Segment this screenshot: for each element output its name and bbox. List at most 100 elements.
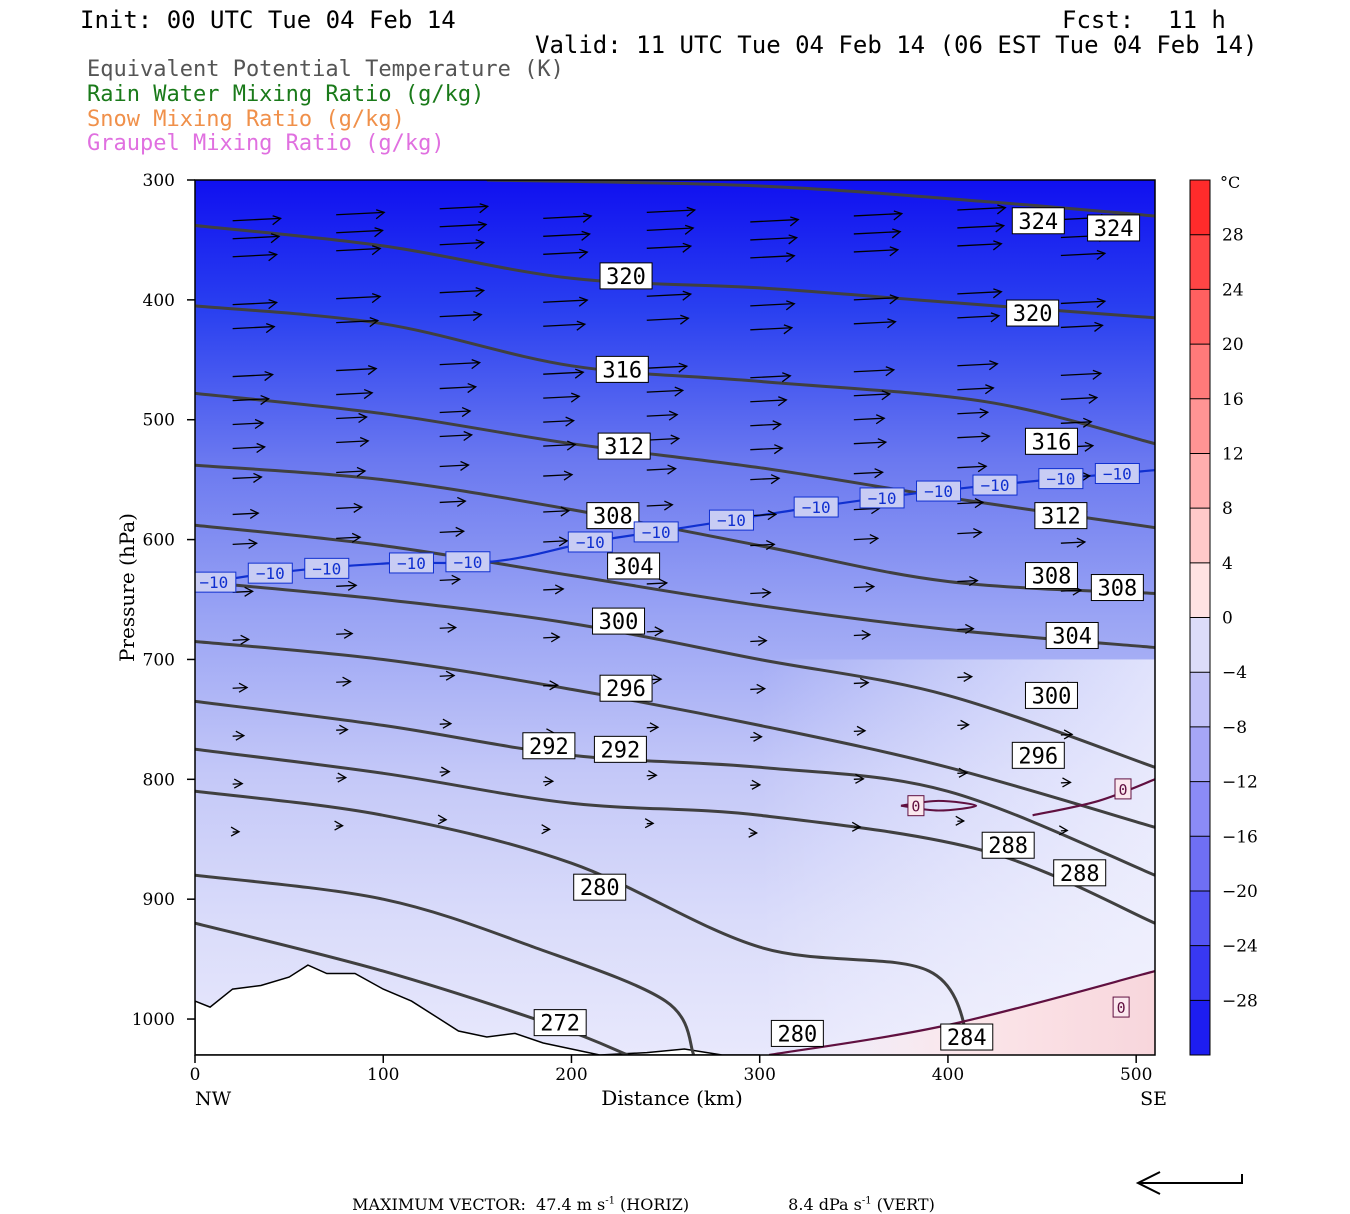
x-tick-label: 300 xyxy=(743,1065,775,1085)
colorbar-tick-label: 0 xyxy=(1222,609,1233,629)
max-vector-arrow xyxy=(1138,1172,1242,1194)
svg-text:272: 272 xyxy=(540,1012,580,1037)
contour-label-308: 308 xyxy=(587,503,639,530)
colorbar-tick-label: −8 xyxy=(1222,718,1247,738)
contour-label-300: 300 xyxy=(593,608,645,635)
y-tick-label: 300 xyxy=(143,171,175,191)
svg-text:312: 312 xyxy=(1041,505,1081,530)
svg-text:−10: −10 xyxy=(981,476,1010,495)
svg-text:−10: −10 xyxy=(576,533,605,552)
contour-label-280: 280 xyxy=(771,1020,823,1047)
svg-text:−10: −10 xyxy=(1103,464,1132,483)
svg-text:316: 316 xyxy=(602,358,642,383)
contour-label-316: 316 xyxy=(1025,428,1077,455)
svg-text:−10: −10 xyxy=(397,554,426,573)
colorbar-tick-label: 12 xyxy=(1222,444,1244,464)
svg-text:292: 292 xyxy=(601,738,641,763)
x-axis-label: Distance (km) xyxy=(601,1086,743,1110)
contour-label-316: 316 xyxy=(596,356,648,383)
colorbar-swatch xyxy=(1190,727,1210,782)
svg-text:300: 300 xyxy=(1032,684,1072,709)
y-axis-label: Pressure (hPa) xyxy=(115,513,139,662)
contour-label-320: 320 xyxy=(600,263,652,290)
colorbar-swatch xyxy=(1190,563,1210,618)
svg-text:296: 296 xyxy=(606,677,646,702)
colorbar-tick-label: 8 xyxy=(1222,499,1233,519)
x-tick-label: 400 xyxy=(932,1065,964,1085)
isotherm-label: −10 xyxy=(248,563,292,583)
isotherm-label: −10 xyxy=(860,488,904,508)
isotherm-label-zero: 0 xyxy=(908,796,924,816)
colorbar-swatch xyxy=(1190,344,1210,399)
y-tick-label: 700 xyxy=(143,650,175,670)
isotherm-label: −10 xyxy=(1095,463,1139,483)
colorbar-tick-label: −4 xyxy=(1222,663,1247,683)
svg-text:280: 280 xyxy=(777,1022,817,1047)
colorbar-swatch xyxy=(1190,1000,1210,1055)
x-tick-label: 100 xyxy=(367,1065,399,1085)
svg-text:324: 324 xyxy=(1018,210,1058,235)
colorbar-tick-label: −24 xyxy=(1222,937,1258,957)
colorbar-tick-label: −28 xyxy=(1222,991,1258,1011)
x-tick-label: 200 xyxy=(555,1065,587,1085)
svg-text:320: 320 xyxy=(1013,302,1053,327)
colorbar-tick-label: 16 xyxy=(1222,390,1244,410)
colorbar-swatch xyxy=(1190,946,1210,1001)
x-tick-label: 500 xyxy=(1120,1065,1152,1085)
contour-label-312: 312 xyxy=(598,433,650,460)
colorbar-swatch xyxy=(1190,180,1210,235)
contour-label-292: 292 xyxy=(594,736,646,763)
colorbar-tick-label: −16 xyxy=(1222,827,1258,847)
contour-label-320: 320 xyxy=(1007,300,1059,327)
isotherm-label: −10 xyxy=(305,558,349,578)
y-tick-label: 900 xyxy=(143,890,175,910)
svg-text:304: 304 xyxy=(1052,624,1092,649)
svg-text:316: 316 xyxy=(1032,430,1072,455)
contour-label-304: 304 xyxy=(1046,622,1098,649)
colorbar-swatch xyxy=(1190,508,1210,563)
svg-text:−10: −10 xyxy=(642,523,671,542)
colorbar-swatch xyxy=(1190,289,1210,344)
contour-label-292: 292 xyxy=(523,733,575,760)
colorbar-tick-label: −12 xyxy=(1222,773,1258,793)
svg-text:−10: −10 xyxy=(802,498,831,517)
svg-text:288: 288 xyxy=(988,834,1028,859)
svg-text:312: 312 xyxy=(604,435,644,460)
colorbar-tick-label: −20 xyxy=(1222,882,1258,902)
isotherm-label: −10 xyxy=(568,532,612,552)
colorbar-unit: °C xyxy=(1220,173,1240,192)
contour-label-312: 312 xyxy=(1035,503,1087,530)
colorbar-swatch xyxy=(1190,782,1210,837)
isotherm-label-zero: 0 xyxy=(1113,997,1129,1017)
contour-label-304: 304 xyxy=(608,553,660,580)
x-end-label-left: NW xyxy=(195,1088,232,1110)
isotherm-label: −10 xyxy=(634,522,678,542)
svg-text:−10: −10 xyxy=(256,564,285,583)
isotherm-label-zero: 0 xyxy=(1115,779,1131,799)
contour-label-324: 324 xyxy=(1012,208,1064,235)
svg-text:−10: −10 xyxy=(312,559,341,578)
svg-text:284: 284 xyxy=(947,1026,987,1051)
svg-text:−10: −10 xyxy=(924,482,953,501)
contour-label-300: 300 xyxy=(1025,682,1077,709)
colorbar-swatch xyxy=(1190,453,1210,508)
x-tick-label: 0 xyxy=(190,1065,201,1085)
svg-text:324: 324 xyxy=(1094,217,1134,242)
isotherm-label: −10 xyxy=(973,475,1017,495)
contour-label-308: 308 xyxy=(1025,563,1077,590)
contour-label-280: 280 xyxy=(574,874,626,901)
isotherm-label: −10 xyxy=(446,552,490,572)
svg-text:0: 0 xyxy=(1117,999,1126,1017)
contour-label-272: 272 xyxy=(534,1010,586,1037)
isotherm-label: −10 xyxy=(389,553,433,573)
x-end-label-right: SE xyxy=(1140,1088,1167,1110)
y-tick-label: 1000 xyxy=(132,1010,175,1030)
svg-text:304: 304 xyxy=(614,555,654,580)
colorbar-swatch xyxy=(1190,235,1210,290)
svg-text:−10: −10 xyxy=(453,553,482,572)
contour-label-324: 324 xyxy=(1088,215,1140,242)
svg-text:308: 308 xyxy=(1032,565,1072,590)
y-tick-label: 400 xyxy=(143,291,175,311)
contour-label-284: 284 xyxy=(941,1024,993,1051)
